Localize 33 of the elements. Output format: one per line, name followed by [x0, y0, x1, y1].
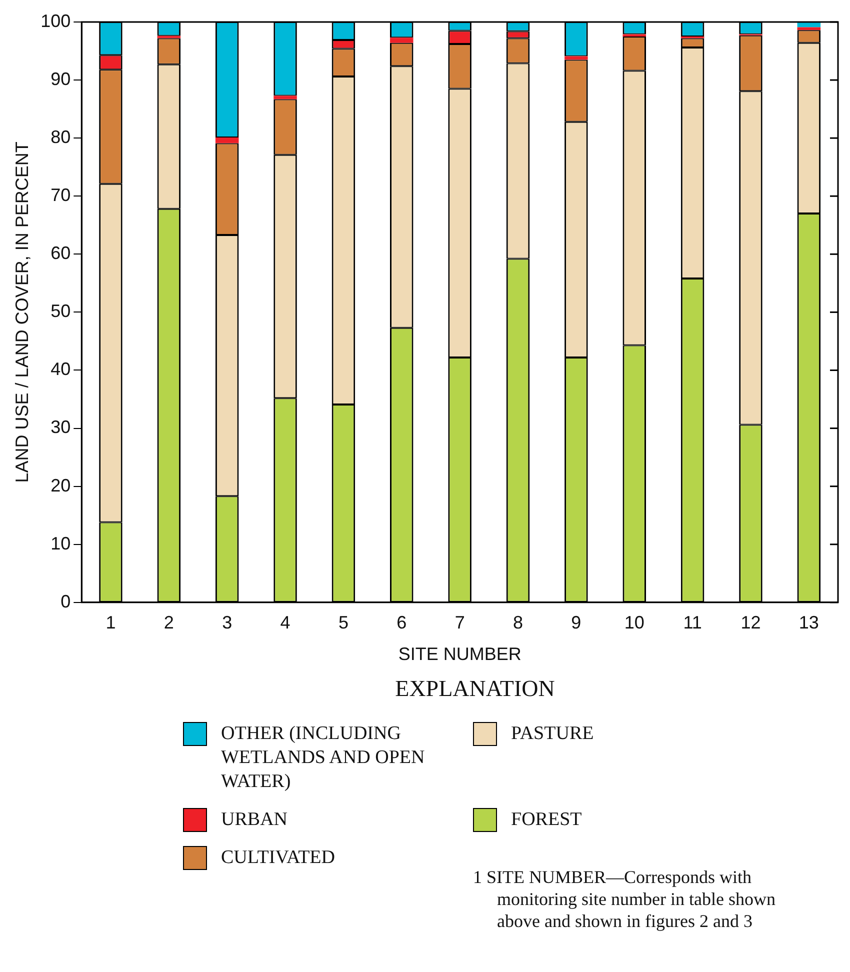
y-tick-label: 80 — [50, 127, 71, 148]
legend-label: URBAN — [221, 808, 288, 832]
x-tick-label: 1 — [106, 612, 116, 632]
y-tick-label: 40 — [50, 359, 71, 380]
x-tick-label: 6 — [396, 612, 407, 632]
text: 1 SITE NUMBER—Corresponds with monitoring site number in table shown above and shown in figures 2 and 3 — [473, 866, 776, 932]
y-tick-label: 60 — [50, 243, 71, 264]
x-tick-label: 13 — [798, 612, 819, 632]
y-tick-label: 50 — [50, 301, 71, 322]
legend-title: EXPLANATION — [394, 676, 556, 702]
y-tick-label: 100 — [40, 10, 71, 31]
y-tick-label: 10 — [50, 533, 71, 554]
x-tick-label: 11 — [683, 612, 702, 632]
y-tick-label: 90 — [50, 69, 71, 90]
y-tick-label: 70 — [50, 185, 71, 206]
y-axis-title: LAND USE / LAND COVER, IN PERCENT — [12, 142, 32, 483]
legend-label: OTHER (INCLUDING WETLANDS AND OPEN WATER) — [221, 722, 426, 794]
x-tick-label: 5 — [338, 612, 348, 632]
legend-label: FOREST — [511, 808, 582, 832]
x-axis-title: SITE NUMBER — [398, 644, 522, 664]
x-tick-label: 12 — [740, 612, 761, 632]
x-tick-label: 2 — [164, 612, 174, 632]
legend-label: PASTURE — [511, 722, 594, 746]
x-tick-label: 7 — [454, 612, 465, 632]
y-tick-label: 0 — [60, 591, 71, 612]
x-tick-label: 9 — [571, 612, 582, 632]
x-tick-label: 8 — [512, 612, 524, 632]
x-tick-label: 3 — [222, 612, 232, 632]
x-tick-label: 4 — [280, 612, 290, 632]
y-tick-label: 30 — [50, 417, 71, 438]
x-tick-label: 10 — [624, 612, 644, 632]
y-tick-label: 20 — [50, 475, 71, 496]
legend-label: CULTIVATED — [221, 846, 336, 870]
